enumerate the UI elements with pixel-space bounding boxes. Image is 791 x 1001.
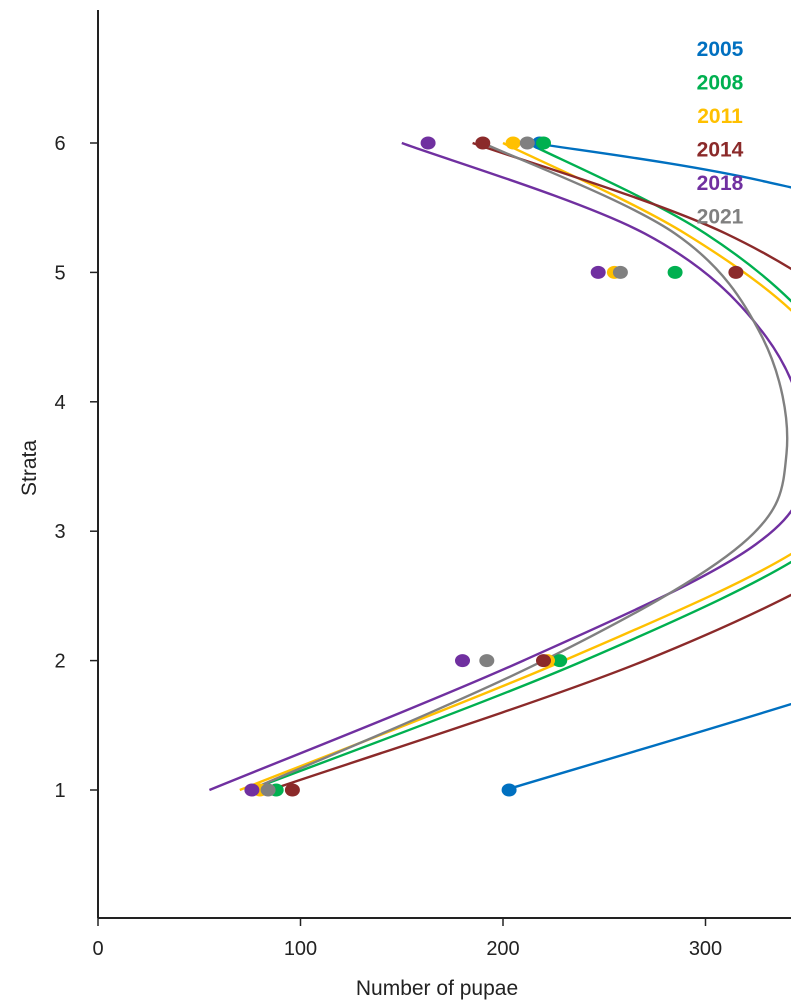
curve-2014 bbox=[269, 141, 791, 792]
legend-entry-2018: 2018 bbox=[697, 172, 744, 195]
tick-marks-and-labels: 0100200300400500600123456 bbox=[54, 133, 722, 960]
curve-2018 bbox=[208, 141, 791, 792]
legend-entry-2005: 2005 bbox=[697, 38, 744, 61]
y-tick-label-3: 3 bbox=[54, 521, 65, 543]
point-2008-stratum-5 bbox=[667, 265, 683, 279]
point-2018-stratum-5 bbox=[590, 265, 606, 279]
y-tick-label-1: 1 bbox=[54, 780, 65, 802]
point-2008-stratum-6 bbox=[536, 136, 551, 150]
x-tick-label-0: 0 bbox=[92, 938, 103, 960]
point-2021-stratum-6 bbox=[519, 136, 535, 150]
point-2014-stratum-5 bbox=[728, 265, 744, 279]
y-axis-title: Strata bbox=[18, 440, 41, 496]
point-2018-stratum-2 bbox=[455, 654, 470, 668]
x-axis-title: Number of pupae bbox=[356, 977, 518, 1000]
x-tick-label-200: 200 bbox=[486, 938, 519, 960]
y-tick-label-6: 6 bbox=[54, 133, 65, 155]
point-2021-stratum-5 bbox=[612, 265, 628, 279]
data-points bbox=[244, 136, 744, 797]
point-2011-stratum-6 bbox=[505, 136, 521, 150]
axes bbox=[97, 10, 791, 919]
point-2008-stratum-2 bbox=[552, 654, 568, 668]
point-2018-stratum-6 bbox=[420, 136, 436, 150]
y-tick-label-5: 5 bbox=[54, 262, 65, 284]
legend-entry-2014: 2014 bbox=[697, 139, 744, 162]
fitted-curves bbox=[208, 141, 791, 792]
curve-2008 bbox=[249, 141, 791, 792]
point-2014-stratum-1 bbox=[284, 783, 300, 797]
y-tick-label-2: 2 bbox=[54, 651, 65, 673]
legend-entry-2011: 2011 bbox=[697, 105, 743, 128]
curve-2011 bbox=[239, 141, 791, 792]
point-2014-stratum-2 bbox=[536, 654, 551, 668]
curve-2005 bbox=[504, 141, 791, 792]
x-tick-label-300: 300 bbox=[689, 938, 722, 960]
point-2018-stratum-1 bbox=[244, 783, 260, 797]
x-tick-label-100: 100 bbox=[284, 938, 317, 960]
point-2014-stratum-6 bbox=[475, 136, 491, 150]
point-2021-stratum-2 bbox=[479, 654, 495, 668]
y-tick-label-4: 4 bbox=[54, 392, 65, 414]
legend-entry-2021: 2021 bbox=[697, 206, 744, 229]
legend-entry-2008: 2008 bbox=[697, 72, 744, 95]
curve-2021 bbox=[249, 141, 789, 792]
point-2021-stratum-1 bbox=[260, 783, 276, 797]
point-2005-stratum-1 bbox=[501, 783, 517, 797]
legend: 2005 2008 2011 2014 2018 2021 bbox=[697, 38, 744, 229]
